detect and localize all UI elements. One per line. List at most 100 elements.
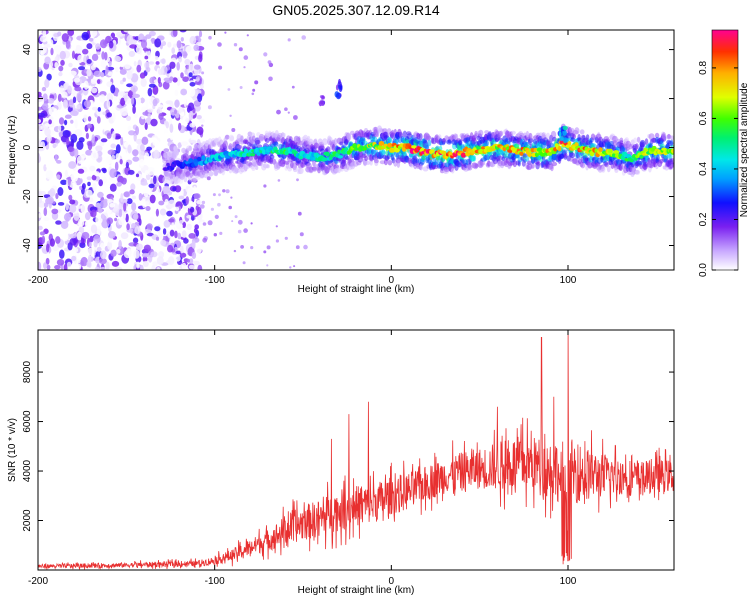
noise-blob bbox=[148, 83, 156, 88]
noise-blob bbox=[127, 169, 135, 175]
noise-blob bbox=[126, 198, 133, 205]
noise-blob bbox=[65, 40, 71, 49]
noise-blob bbox=[74, 86, 82, 92]
noise-blob bbox=[156, 256, 164, 265]
noise-blob bbox=[165, 121, 169, 129]
spectrogram-feature bbox=[562, 130, 567, 136]
spectrogram-halo bbox=[667, 133, 671, 139]
noise-blob bbox=[139, 72, 146, 79]
noise-blob bbox=[131, 223, 136, 229]
noise-blob bbox=[188, 110, 194, 121]
noise-blob bbox=[43, 44, 47, 54]
sparse-speck bbox=[267, 60, 272, 64]
noise-blob bbox=[138, 193, 143, 201]
noise-blob bbox=[110, 84, 116, 94]
noise-blob bbox=[184, 58, 191, 66]
noise-blob bbox=[38, 118, 42, 124]
noise-blob bbox=[118, 61, 126, 68]
figure-title: GN05.2025.307.12.09.R14 bbox=[272, 2, 440, 18]
noise-blob bbox=[178, 195, 185, 200]
y-tick-label: 40 bbox=[22, 44, 33, 56]
noise-blob bbox=[160, 239, 167, 246]
noise-blob bbox=[197, 264, 203, 270]
noise-blob bbox=[53, 224, 60, 229]
noise-blob bbox=[122, 77, 126, 82]
noise-blob bbox=[61, 33, 69, 42]
spectrogram-halo bbox=[487, 131, 493, 140]
noise-blob bbox=[115, 135, 121, 140]
noise-blob bbox=[38, 225, 43, 231]
noise-blob bbox=[38, 112, 46, 118]
noise-blob bbox=[107, 71, 113, 76]
noise-blob bbox=[107, 149, 116, 155]
noise-blob bbox=[151, 265, 156, 270]
noise-blob bbox=[176, 76, 181, 87]
noise-blob bbox=[164, 198, 169, 206]
spectrogram-halo bbox=[515, 154, 521, 158]
noise-blob bbox=[54, 154, 58, 162]
noise-blob bbox=[189, 36, 197, 45]
noise-blob bbox=[91, 106, 98, 111]
spectrogram-halo bbox=[388, 138, 392, 143]
noise-blob bbox=[176, 61, 180, 71]
noise-blob bbox=[169, 123, 174, 133]
sparse-speck bbox=[237, 219, 243, 225]
noise-blob bbox=[141, 136, 149, 145]
noise-blob bbox=[39, 35, 48, 43]
spectrogram-halo bbox=[283, 160, 290, 165]
spectrogram-track-point bbox=[589, 150, 595, 157]
noise-blob bbox=[41, 235, 46, 244]
spectrogram-halo bbox=[339, 141, 344, 146]
sparse-speck bbox=[202, 237, 208, 243]
noise-blob bbox=[189, 122, 196, 128]
noise-blob bbox=[155, 236, 160, 241]
spectrogram-halo bbox=[639, 139, 646, 148]
noise-blob bbox=[122, 263, 128, 270]
noise-blob bbox=[150, 251, 158, 258]
sparse-speck bbox=[297, 211, 302, 216]
spectrogram-track-point bbox=[337, 155, 344, 159]
sparse-speck bbox=[218, 65, 223, 70]
noise-blob bbox=[155, 208, 159, 217]
noise-blob bbox=[180, 112, 185, 117]
noise-blob bbox=[148, 61, 155, 65]
colorbar-gradient bbox=[712, 30, 738, 270]
noise-blob bbox=[141, 115, 146, 120]
spectrogram-halo bbox=[273, 141, 279, 148]
spectrogram-halo bbox=[255, 139, 261, 145]
spectrogram-track-point bbox=[536, 147, 543, 152]
sparse-speck bbox=[202, 222, 207, 226]
spectrogram-halo bbox=[321, 138, 328, 146]
spectrogram-halo bbox=[563, 152, 568, 158]
spectrogram-halo bbox=[606, 165, 611, 173]
spectrogram-halo bbox=[333, 138, 338, 146]
noise-blob bbox=[72, 96, 77, 104]
sparse-speck bbox=[238, 47, 243, 52]
spectrogram-track-point bbox=[411, 145, 417, 149]
noise-blob bbox=[52, 143, 57, 149]
spectrogram-track-point bbox=[557, 145, 562, 152]
noise-blob bbox=[64, 114, 72, 119]
sparse-speck bbox=[201, 71, 205, 75]
noise-blob bbox=[102, 168, 107, 174]
noise-blob bbox=[142, 256, 148, 263]
noise-blob bbox=[42, 93, 48, 101]
spectrogram-halo bbox=[251, 166, 256, 171]
noise-blob bbox=[88, 241, 92, 248]
noise-blob bbox=[68, 194, 73, 201]
noise-blob bbox=[38, 67, 42, 72]
spectrogram-halo bbox=[472, 155, 477, 162]
noise-blob bbox=[90, 78, 97, 85]
spectrogram-track-point bbox=[651, 145, 657, 151]
noise-blob bbox=[129, 189, 135, 195]
noise-blob bbox=[85, 189, 93, 198]
sparse-speck bbox=[301, 35, 307, 40]
noise-blob bbox=[38, 140, 43, 149]
noise-blob bbox=[155, 61, 160, 65]
spectrogram-halo bbox=[183, 175, 188, 183]
noise-blob bbox=[124, 94, 128, 102]
noise-blob bbox=[127, 144, 132, 154]
noise-blob bbox=[86, 69, 92, 77]
spectrogram-halo bbox=[327, 161, 333, 168]
